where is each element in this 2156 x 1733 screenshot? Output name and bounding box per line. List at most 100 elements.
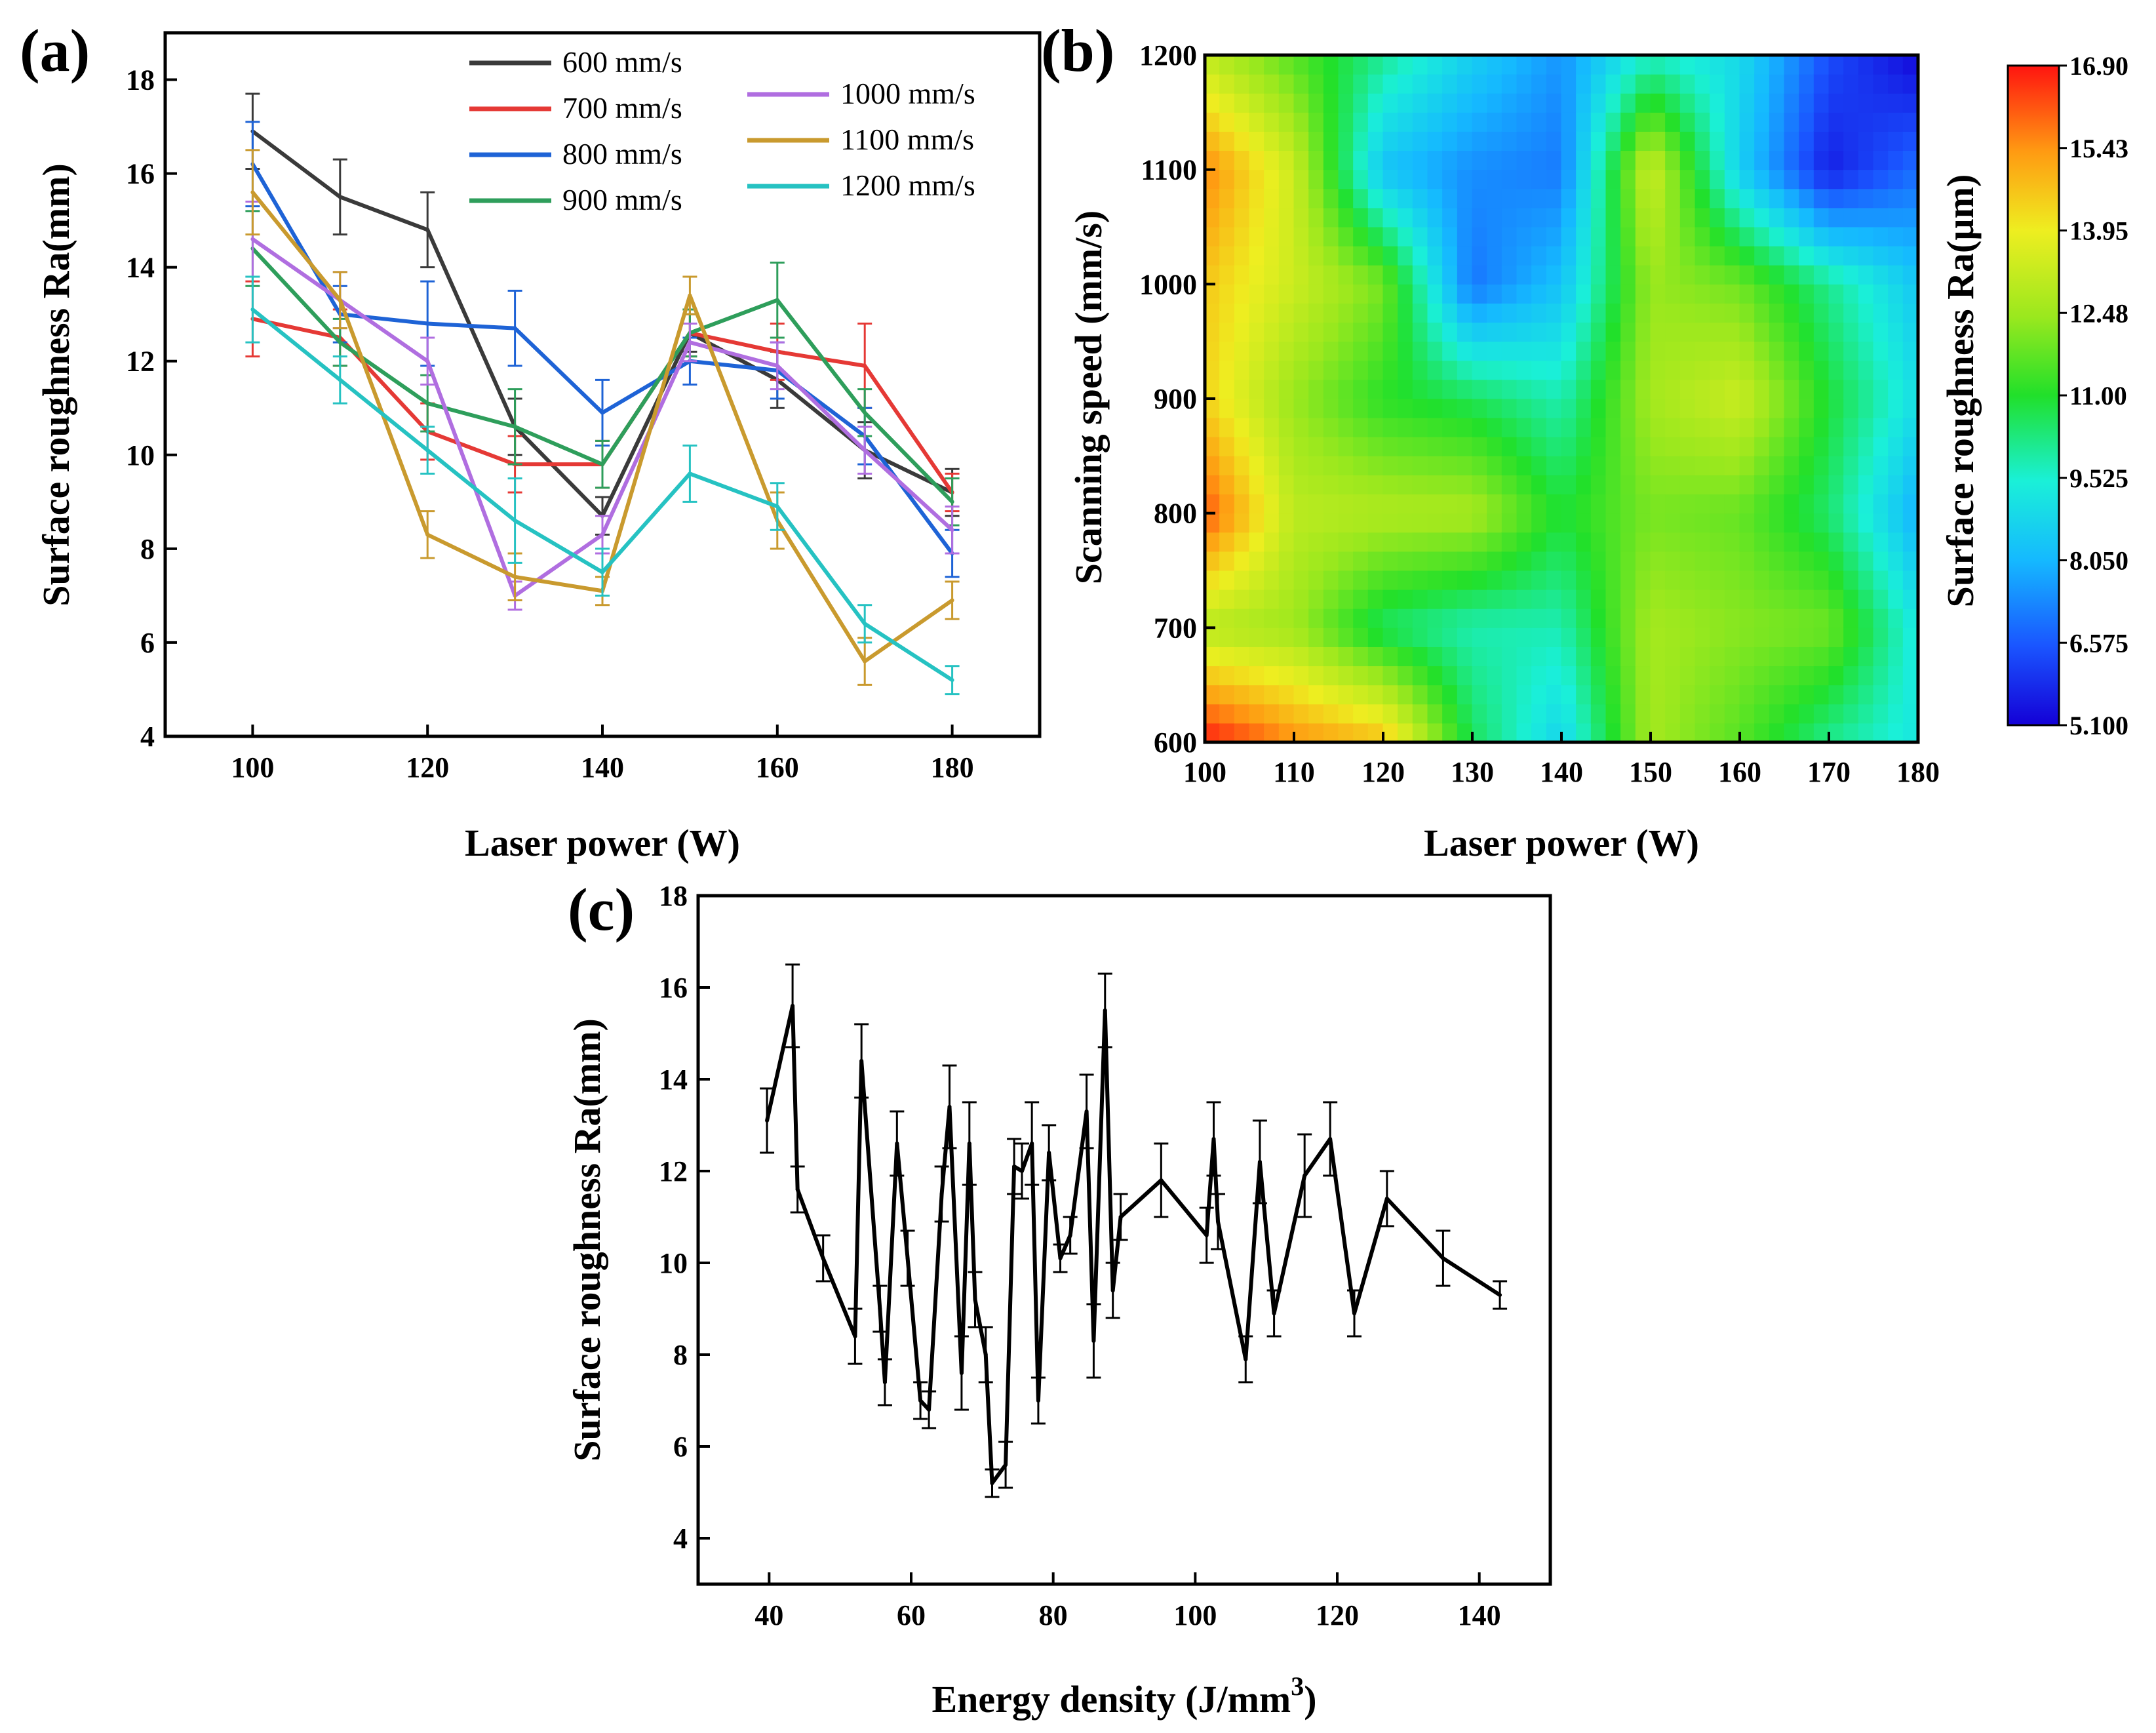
- heatmap-cell: [1650, 494, 1666, 514]
- heatmap-cell: [1531, 627, 1547, 647]
- heatmap-cell: [1590, 417, 1607, 437]
- heatmap-cell: [1650, 73, 1666, 94]
- heatmap-cell: [1754, 723, 1770, 742]
- heatmap-cell: [1710, 513, 1725, 533]
- heatmap-cell: [1710, 570, 1725, 590]
- heatmap-cell: [1353, 685, 1369, 705]
- heatmap-cell: [1873, 264, 1889, 285]
- heatmap-cell: [1590, 92, 1607, 113]
- heatmap-cell: [1249, 360, 1265, 380]
- heatmap-cell: [1902, 322, 1918, 342]
- heatmap-cell: [1813, 226, 1830, 247]
- heatmap-cell: [1323, 169, 1339, 189]
- heatmap-cell: [1784, 513, 1800, 533]
- heatmap-cell: [1828, 398, 1845, 418]
- heatmap-cell: [1249, 589, 1265, 609]
- heatmap-cell: [1590, 360, 1607, 380]
- heatmap-cell: [1769, 589, 1785, 609]
- heatmap-cell: [1724, 704, 1740, 724]
- data-point: [425, 401, 430, 406]
- heatmap-cell: [1590, 302, 1607, 323]
- heatmap-cell: [1516, 398, 1533, 418]
- data-point: [425, 359, 430, 363]
- heatmap-cell: [1888, 360, 1904, 380]
- heatmap-cell: [1278, 73, 1295, 94]
- heatmap-cell: [1605, 188, 1622, 209]
- heatmap-cell: [1398, 322, 1413, 342]
- heatmap-cell: [1561, 150, 1577, 170]
- heatmap-cell: [1605, 169, 1622, 189]
- heatmap-cell: [1442, 398, 1458, 418]
- heatmap-cell: [1665, 455, 1681, 475]
- heatmap-cell: [1902, 704, 1918, 724]
- heatmap-cell: [1293, 513, 1310, 533]
- x-tick-label: 120: [406, 751, 449, 784]
- heatmap-cell: [1219, 532, 1235, 552]
- heatmap-cell: [1828, 207, 1845, 228]
- heatmap-cell: [1249, 226, 1265, 247]
- heatmap-cell: [1739, 608, 1755, 628]
- heatmap-cell: [1858, 417, 1874, 437]
- heatmap-cell: [1412, 589, 1428, 609]
- heatmap-cell: [1472, 608, 1488, 628]
- heatmap-cell: [1902, 92, 1918, 113]
- heatmap-cell: [1561, 551, 1577, 571]
- heatmap-cell: [1472, 302, 1488, 323]
- heatmap-cell: [1353, 398, 1369, 418]
- heatmap-cell: [1546, 55, 1562, 75]
- heatmap-cell: [1605, 494, 1622, 514]
- heatmap-cell: [1293, 207, 1310, 228]
- heatmap-cell: [1501, 551, 1518, 571]
- heatmap-cell: [1590, 474, 1607, 495]
- heatmap-cell: [1293, 245, 1310, 266]
- heatmap-cell: [1338, 398, 1354, 418]
- heatmap-cell: [1635, 398, 1651, 418]
- heatmap-cell: [1398, 130, 1413, 151]
- data-point: [950, 598, 954, 603]
- data-point: [250, 237, 255, 241]
- data-point: [1091, 1339, 1096, 1343]
- heatmap-cell: [1561, 570, 1577, 590]
- heatmap-cell: [1516, 704, 1533, 724]
- heatmap-cell: [1710, 55, 1725, 75]
- heatmap-cell: [1234, 130, 1250, 151]
- heatmap-cell: [1531, 302, 1547, 323]
- heatmap-cell: [1813, 92, 1830, 113]
- panel-c-label: (c): [568, 876, 635, 943]
- heatmap-cell: [1531, 169, 1547, 189]
- heatmap-cell: [1813, 608, 1830, 628]
- heatmap-cell: [1338, 55, 1354, 75]
- heatmap-cell: [1323, 436, 1339, 456]
- heatmap-cell: [1784, 150, 1800, 170]
- data-point: [1047, 1151, 1051, 1155]
- heatmap-cell: [1278, 169, 1295, 189]
- heatmap-cell: [1784, 494, 1800, 514]
- heatmap-cell: [1205, 130, 1221, 151]
- heatmap-cell: [1724, 207, 1740, 228]
- heatmap-cell: [1695, 513, 1711, 533]
- heatmap-cell: [1249, 302, 1265, 323]
- heatmap-cell: [1278, 532, 1295, 552]
- heatmap-cell: [1620, 627, 1636, 647]
- heatmap-cell: [1902, 188, 1918, 209]
- heatmap-cell: [1665, 92, 1681, 113]
- heatmap-cell: [1472, 111, 1488, 132]
- heatmap-cell: [1769, 398, 1785, 418]
- heatmap-cell: [1472, 704, 1488, 724]
- heatmap-cell: [1249, 551, 1265, 571]
- data-point: [1020, 1169, 1024, 1173]
- heatmap-cell: [1323, 513, 1339, 533]
- colorbar-tick-label: 5.100: [2069, 711, 2128, 740]
- heatmap-cell: [1590, 150, 1607, 170]
- data-point: [1303, 1174, 1307, 1178]
- heatmap-cell: [1442, 379, 1458, 399]
- heatmap-cell: [1888, 666, 1904, 686]
- heatmap-cell: [1828, 436, 1845, 456]
- heatmap-cell: [1695, 494, 1711, 514]
- heatmap-cell: [1888, 207, 1904, 228]
- heatmap-cell: [1769, 455, 1785, 475]
- legend-entry-label: 600 mm/s: [562, 45, 682, 79]
- heatmap-cell: [1605, 264, 1622, 285]
- heatmap-cell: [1487, 551, 1502, 571]
